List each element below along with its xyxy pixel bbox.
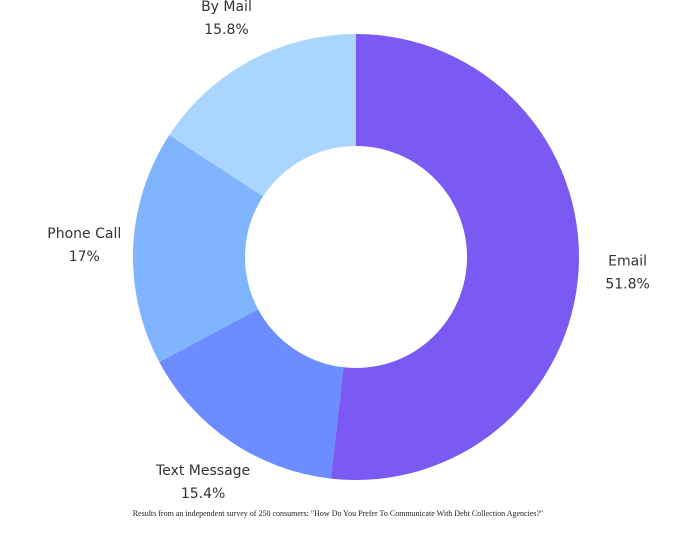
donut-slice bbox=[169, 34, 356, 197]
value-label: 15.4% bbox=[181, 486, 225, 502]
donut-slice bbox=[159, 309, 344, 479]
value-label: 17% bbox=[69, 249, 100, 265]
slice-label: Email bbox=[608, 253, 647, 269]
slice-label: By Mail bbox=[201, 0, 252, 15]
slice-label: Text Message bbox=[155, 463, 250, 479]
value-label: 51.8% bbox=[605, 276, 649, 292]
slice-label: Phone Call bbox=[47, 226, 121, 242]
value-label: 15.8% bbox=[204, 22, 248, 38]
donut-slice bbox=[330, 34, 579, 480]
caption: Results from an independent survey of 25… bbox=[133, 509, 544, 518]
donut-slice bbox=[133, 135, 264, 362]
